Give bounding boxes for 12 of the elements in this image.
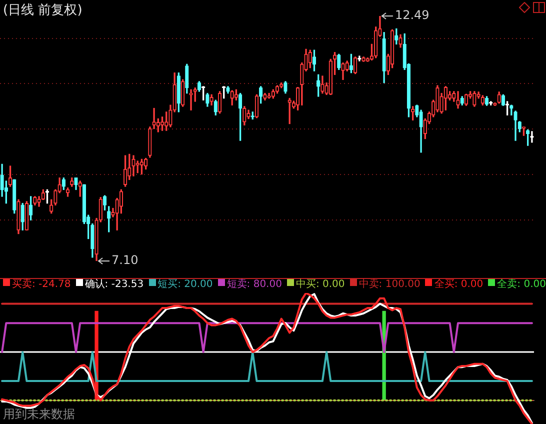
chart-title: (日线 前复权) [3,2,82,19]
legend-label: 短买: 20.00 [158,279,213,290]
legend-label: 确认: -23.53 [84,279,144,290]
annotation: 7.10 [112,253,138,268]
annotation: 12.49 [394,8,430,22]
legend-label: 全买: 0.00 [434,279,484,290]
annotation: 用到未来数据 [3,406,75,423]
legend-label: 中买: 0.00 [296,279,345,290]
legend-label: 买卖: -24.78 [12,279,71,290]
legend-label: 全卖: 0.00 [497,279,546,290]
legend-label: 短卖: 80.00 [226,279,282,290]
legend-label: 中卖: 100.00 [358,279,420,290]
